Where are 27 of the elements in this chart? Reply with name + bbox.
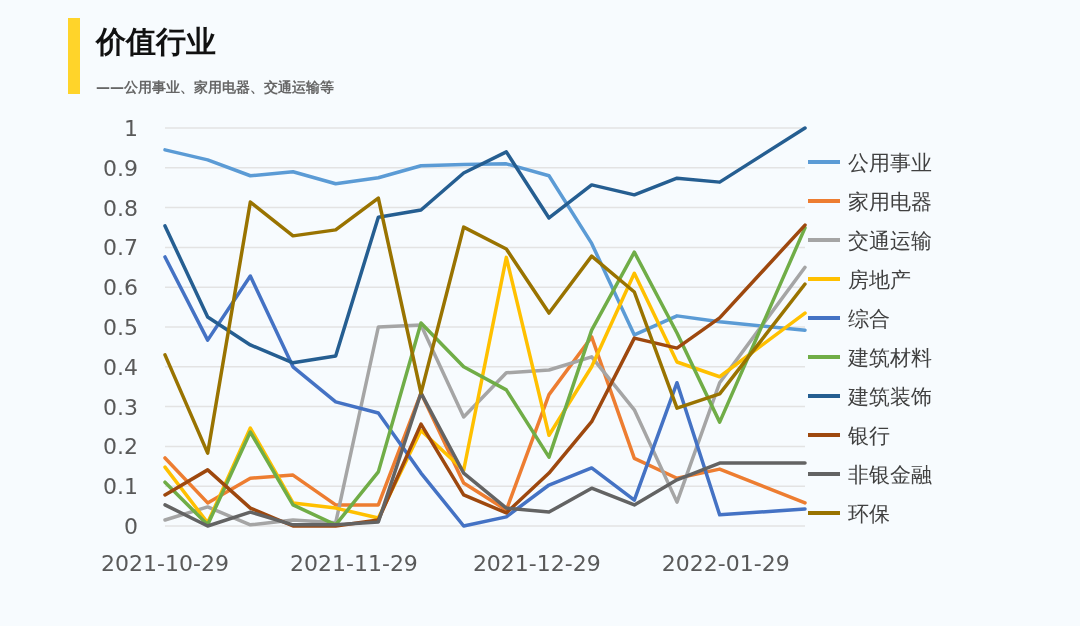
x-tick-label: 2022-01-29 [661,551,790,576]
x-tick-label: 2021-12-29 [472,551,601,576]
y-tick-label: 0.6 [103,275,138,301]
y-tick-label: 0.1 [103,474,138,500]
legend-label: 综合 [848,307,890,331]
chart-subtitle: ——公用事业、家用电器、交通运输等 [96,79,334,95]
chart-title: 价值行业 [94,24,216,59]
y-tick-label: 0.2 [103,434,138,460]
legend-label: 家用电器 [848,190,932,214]
legend-label: 交通运输 [848,229,932,253]
legend-label: 非银金融 [848,463,932,487]
legend-label: 房地产 [848,268,911,292]
y-tick-label: 1 [124,116,138,141]
y-tick-label: 0.8 [103,195,138,221]
legend-label: 银行 [847,424,890,448]
y-tick-label: 0.7 [103,235,138,261]
legend-label: 建筑材料 [847,346,932,370]
y-tick-label: 0.5 [103,315,138,340]
legend-label: 公用事业 [848,151,932,175]
y-tick-label: 0.4 [103,354,138,380]
y-tick-label: 0.9 [103,155,138,181]
x-tick-label: 2021-11-29 [290,551,418,576]
legend-label: 环保 [848,502,890,526]
legend-label: 建筑装饰 [847,385,932,409]
x-tick-label: 2021-10-29 [101,551,229,576]
y-tick-label: 0.3 [103,394,138,420]
y-tick-label: 0 [124,514,138,539]
